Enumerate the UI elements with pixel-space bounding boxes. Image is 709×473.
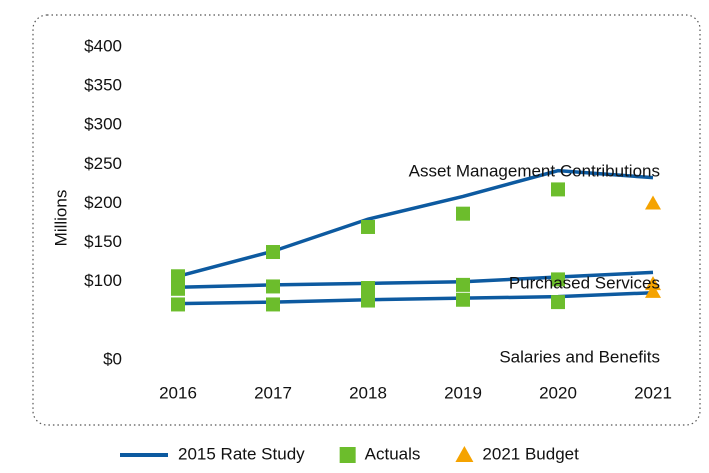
y-tick-label: $300 xyxy=(84,115,122,134)
y-axis-label: Millions xyxy=(51,190,70,247)
series-annotation: Salaries and Benefits xyxy=(499,347,660,366)
y-tick-label: $200 xyxy=(84,193,122,212)
y-tick-label: $150 xyxy=(84,232,122,251)
x-tick-label: 2017 xyxy=(254,383,292,402)
series-annotation: Purchased Services xyxy=(509,273,660,292)
actual-marker xyxy=(456,277,470,292)
x-tick-label: 2021 xyxy=(634,383,672,402)
actual-marker xyxy=(266,297,280,312)
actual-marker xyxy=(171,297,185,312)
rate-study-line xyxy=(177,290,654,306)
legend-swatch xyxy=(339,447,356,463)
x-tick-label: 2018 xyxy=(349,383,387,402)
x-tick-label: 2020 xyxy=(539,383,577,402)
budget-marker xyxy=(645,283,661,298)
actual-marker xyxy=(551,272,565,287)
chart-frame xyxy=(32,14,701,426)
budget-marker xyxy=(645,276,661,291)
y-tick-label: $400 xyxy=(84,36,122,55)
actual-marker xyxy=(266,245,280,260)
x-tick-label: 2019 xyxy=(444,383,482,402)
y-tick-label: $0 xyxy=(103,349,122,368)
actual-marker xyxy=(171,281,185,296)
x-tick-label: 2016 xyxy=(159,383,197,402)
actual-marker xyxy=(361,281,375,296)
budget-marker xyxy=(645,195,661,210)
actual-marker xyxy=(266,279,280,294)
actual-marker xyxy=(361,219,375,234)
legend-label: Actuals xyxy=(365,444,421,463)
actual-marker xyxy=(456,206,470,221)
rate-study-line xyxy=(177,270,654,289)
rate-study-line xyxy=(177,168,654,278)
y-tick-label: $350 xyxy=(84,76,122,95)
actual-marker xyxy=(456,292,470,307)
legend-swatch xyxy=(455,446,474,462)
legend-label: 2015 Rate Study xyxy=(178,444,305,463)
y-tick-label: $100 xyxy=(84,271,122,290)
legend-label: 2021 Budget xyxy=(482,444,579,463)
actual-marker xyxy=(171,269,185,284)
series-annotation: Asset Management Contributions xyxy=(409,161,660,180)
actual-marker xyxy=(361,293,375,308)
y-tick-label: $250 xyxy=(84,154,122,173)
actual-marker xyxy=(551,295,565,310)
actual-marker xyxy=(551,182,565,197)
